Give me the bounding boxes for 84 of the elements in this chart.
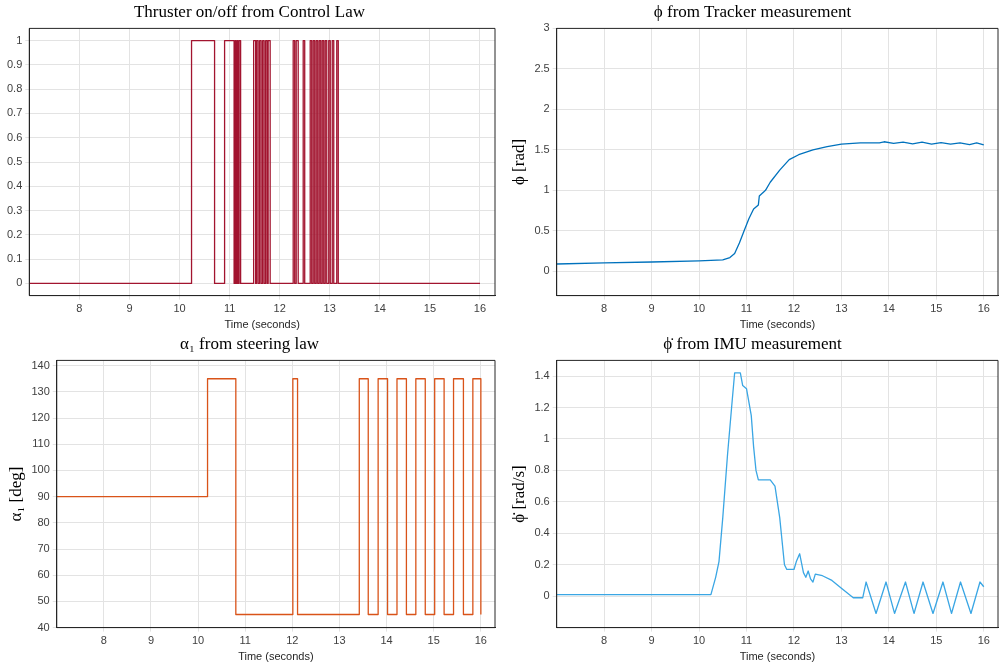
x-tick-label: 11	[223, 302, 236, 315]
x-tick-label: 10	[173, 302, 186, 315]
x-tick-label: 16	[473, 302, 487, 315]
x-tick-label: 16	[977, 302, 990, 315]
y-tick-label: 90	[37, 489, 50, 502]
x-tick-label: 15	[427, 634, 440, 647]
x-tick-label: 9	[648, 634, 655, 647]
chart-title: ϕ̇ from IMU measurement	[663, 333, 842, 353]
x-tick-label: 14	[373, 302, 386, 315]
y-axis-title: α₁ [deg]	[5, 466, 25, 522]
y-tick-label: 1	[543, 183, 550, 196]
x-tick-label: 10	[692, 302, 706, 315]
y-tick-label: 140	[31, 358, 50, 371]
x-tick-label: 13	[333, 634, 346, 647]
x-tick-label: 9	[648, 302, 655, 315]
x-tick-label: 15	[930, 634, 943, 647]
x-axis-title: Time (seconds)	[224, 318, 300, 331]
y-tick-label: 0.9	[6, 57, 23, 70]
x-tick-label: 14	[882, 634, 895, 647]
y-tick-label: 3	[543, 21, 550, 34]
x-tick-label: 15	[423, 302, 437, 315]
x-tick-label: 14	[380, 634, 393, 647]
y-tick-label: 0.3	[6, 203, 23, 216]
y-tick-label: 80	[37, 515, 50, 528]
x-tick-label: 8	[601, 634, 608, 647]
y-tick-label: 0.4	[6, 179, 23, 192]
y-tick-label: 50	[37, 594, 50, 607]
y-tick-label: 0	[16, 276, 23, 289]
x-axis-title: Time (seconds)	[739, 318, 816, 331]
x-tick-label: 13	[323, 302, 336, 315]
x-tick-label: 16	[977, 634, 990, 647]
x-tick-label: 11	[239, 634, 251, 647]
x-tick-label: 8	[100, 634, 107, 647]
x-tick-label: 14	[882, 302, 895, 315]
x-tick-label: 16	[474, 634, 487, 647]
y-tick-label: 0.2	[534, 557, 550, 570]
x-tick-label: 8	[601, 302, 608, 315]
y-tick-label: 0	[543, 264, 550, 277]
y-tick-label: 2.5	[534, 61, 550, 74]
y-tick-label: 60	[37, 568, 50, 581]
x-tick-label: 13	[835, 634, 848, 647]
chart-title: ϕ from Tracker measurement	[653, 1, 852, 21]
y-tick-label: 0.7	[6, 106, 23, 119]
y-tick-label: 100	[31, 463, 50, 476]
x-tick-label: 9	[147, 634, 155, 647]
x-tick-label: 15	[930, 302, 943, 315]
x-tick-label: 11	[740, 634, 753, 647]
y-tick-label: 40	[37, 620, 50, 633]
y-tick-label: 0.8	[534, 463, 550, 476]
y-axis-title: ϕ [rad]	[508, 138, 528, 186]
chart-title: Thruster on/off from Control Law	[133, 1, 366, 21]
x-tick-label: 10	[192, 634, 205, 647]
y-tick-label: 0.6	[6, 130, 23, 143]
y-tick-label: 0.2	[6, 227, 23, 240]
y-tick-label: 120	[31, 411, 50, 424]
y-tick-label: 1.2	[534, 400, 550, 413]
y-tick-label: 0.5	[534, 223, 550, 236]
y-tick-label: 130	[31, 384, 50, 397]
x-tick-label: 11	[740, 302, 753, 315]
y-tick-label: 70	[37, 542, 50, 555]
y-axis-title: ϕ̇ [rad/s]	[508, 465, 528, 523]
x-tick-label: 12	[787, 634, 801, 647]
x-tick-label: 12	[787, 302, 801, 315]
y-tick-label: 1.4	[534, 369, 550, 382]
x-tick-label: 9	[126, 302, 133, 315]
x-axis-title: Time (seconds)	[739, 650, 816, 663]
y-tick-label: 0	[543, 589, 550, 602]
x-axis-title: Time (seconds)	[238, 650, 314, 663]
y-tick-label: 1	[16, 33, 23, 46]
x-tick-label: 12	[273, 302, 286, 315]
y-tick-label: 0.1	[6, 252, 23, 265]
y-tick-label: 0.6	[534, 494, 550, 507]
chart-title: α₁ from steering law	[180, 333, 320, 353]
x-tick-label: 10	[692, 634, 706, 647]
x-tick-label: 13	[835, 302, 848, 315]
y-tick-label: 0.5	[6, 155, 23, 168]
y-tick-label: 2	[543, 102, 550, 115]
y-tick-label: 1.5	[534, 142, 550, 155]
y-tick-label: 1	[543, 432, 550, 445]
y-tick-label: 110	[32, 437, 50, 450]
y-tick-label: 0.8	[6, 82, 23, 95]
x-tick-label: 8	[76, 302, 83, 315]
x-tick-label: 12	[286, 634, 299, 647]
y-tick-label: 0.4	[534, 526, 550, 539]
